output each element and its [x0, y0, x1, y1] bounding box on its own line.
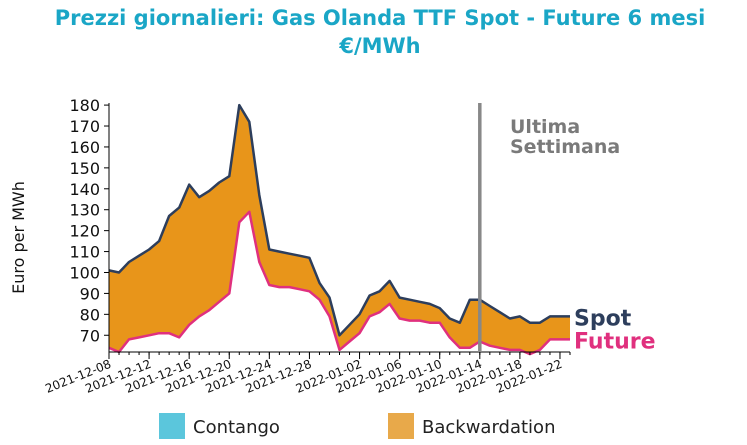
y-tick-label: 140 [69, 180, 100, 199]
chart-title-line1: Prezzi giornalieri: Gas Olanda TTF Spot … [54, 6, 706, 30]
y-tick-label: 180 [69, 96, 100, 115]
last-week-label-line2: Settimana [510, 136, 620, 158]
spot-series-line [108, 103, 570, 337]
y-tick-label: 130 [69, 201, 100, 220]
legend-swatch-contango [159, 413, 185, 439]
y-tick-label: 70 [80, 326, 100, 345]
y-tick-label: 110 [69, 243, 100, 262]
last-week-label-line1: Ultima [510, 116, 580, 138]
axes: 7080901001101201301401501601701802021-12… [43, 96, 571, 396]
area-fills [109, 105, 570, 355]
y-tick-label: 170 [69, 117, 100, 136]
y-tick-label: 100 [69, 263, 100, 282]
legend-label-backwardation: Backwardation [422, 417, 555, 438]
series-lines [108, 103, 570, 356]
legend-label-contango: Contango [193, 417, 280, 438]
y-tick-label: 150 [69, 159, 100, 178]
y-axis-label: Euro per MWh [9, 181, 28, 294]
legend-swatch-backwardation [388, 413, 414, 439]
y-tick-label: 80 [80, 305, 100, 324]
legend: Contango Backwardation [159, 413, 555, 439]
backwardation-area [109, 105, 570, 355]
spot-end-label: Spot [574, 306, 632, 331]
future-end-label: Future [574, 329, 656, 354]
chart-title-line2: €/MWh [339, 34, 421, 58]
chart-title: Prezzi giornalieri: Gas Olanda TTF Spot … [0, 4, 747, 60]
y-tick-label: 160 [69, 138, 100, 157]
future-series-line [108, 210, 570, 356]
y-tick-label: 90 [80, 284, 100, 303]
y-tick-label: 120 [69, 222, 100, 241]
